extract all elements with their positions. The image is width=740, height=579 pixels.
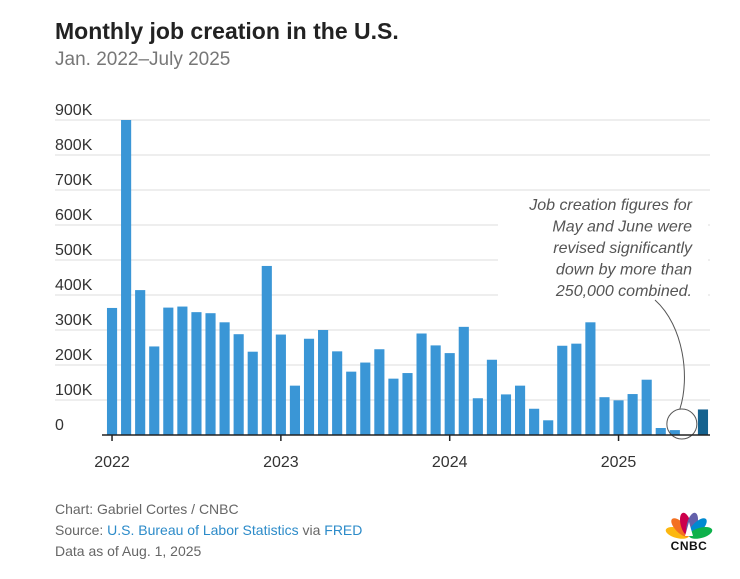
annotation-text-line: 250,000 combined. (555, 283, 692, 300)
annotation: Job creation figures for May and June wer… (498, 192, 708, 440)
cnbc-logo-text: CNBC (670, 539, 708, 553)
x-tick-label: 2025 (601, 454, 637, 471)
bar (318, 330, 329, 435)
bar (486, 359, 497, 435)
peacock-icon (665, 512, 713, 539)
bar (430, 345, 441, 435)
bars (106, 120, 709, 435)
bar (514, 385, 526, 435)
bar (233, 334, 244, 435)
annotation-text-line: down by more than (556, 262, 692, 279)
bar (275, 334, 286, 435)
annotation-leader-line (654, 299, 685, 410)
bar (402, 373, 413, 435)
x-tick-label: 2023 (263, 454, 299, 471)
bar (416, 333, 427, 435)
bar (529, 408, 540, 435)
annotation-background (498, 192, 708, 300)
bar (205, 313, 216, 435)
y-tick-label: 500K (55, 242, 93, 259)
bar (641, 379, 652, 435)
bls-link[interactable]: U.S. Bureau of Labor Statistics (107, 522, 299, 538)
bar (106, 307, 118, 435)
bar (149, 346, 160, 435)
x-tick-label: 2024 (432, 454, 468, 471)
fred-link[interactable]: FRED (324, 522, 363, 538)
source-line: Source: U.S. Bureau of Labor Statistics … (55, 522, 363, 538)
y-tick-label: 300K (55, 312, 93, 329)
annotation-text-line: Job creation figures for (528, 197, 692, 214)
bar (458, 326, 469, 435)
bar (191, 312, 202, 435)
bar (247, 351, 258, 435)
bar (613, 400, 624, 435)
bar (599, 397, 610, 435)
peacock-body (685, 522, 693, 536)
x-axis-ticks: 2022 2023 2024 2025 (94, 435, 636, 471)
bar (219, 322, 230, 435)
bar (289, 385, 301, 435)
bar (697, 409, 709, 435)
y-tick-label: 0 (55, 417, 64, 434)
bar (655, 428, 666, 435)
bar (374, 349, 385, 435)
bar (332, 351, 343, 435)
x-tick-label: 2022 (94, 454, 130, 471)
bar (388, 378, 399, 435)
data-as-of: Data as of Aug. 1, 2025 (55, 543, 202, 559)
peacock-feather (688, 526, 713, 539)
bar (163, 307, 174, 435)
bar (571, 343, 582, 435)
y-tick-label: 200K (55, 347, 93, 364)
bar (627, 394, 638, 435)
bar (346, 371, 357, 435)
chart-subtitle: Jan. 2022–July 2025 (55, 49, 231, 70)
bar-chart: 0 100K 200K 300K 400K 500K 600K 700K 800K 900K 20… (55, 102, 710, 471)
bar (135, 290, 146, 435)
bar (543, 420, 554, 435)
bar (444, 353, 455, 435)
y-tick-label: 700K (55, 172, 93, 189)
bar (669, 430, 680, 435)
chart-title: Monthly job creation in the U.S. (55, 18, 399, 44)
bar (121, 120, 132, 435)
y-tick-label: 600K (55, 207, 93, 224)
annotation-circle (666, 408, 698, 440)
y-tick-label: 900K (55, 102, 93, 119)
bar (177, 306, 188, 435)
bar (585, 322, 596, 435)
chart-credit: Chart: Gabriel Cortes / CNBC (55, 501, 239, 517)
footer: Chart: Gabriel Cortes / CNBC Source: U.S… (55, 499, 362, 562)
bar (261, 265, 272, 435)
annotation-text-line: May and June were (552, 219, 692, 236)
annotation-text-line: revised significantly (553, 240, 693, 257)
bar (303, 338, 315, 435)
bar (557, 345, 568, 435)
y-tick-label: 100K (55, 382, 93, 399)
y-tick-label: 400K (55, 277, 93, 294)
cnbc-logo: CNBC (664, 508, 720, 553)
bar (360, 362, 371, 435)
bar (472, 398, 483, 435)
bar (500, 394, 512, 435)
y-tick-label: 800K (55, 137, 93, 154)
y-axis-labels: 0 100K 200K 300K 400K 500K 600K 700K 800K 900K (55, 102, 93, 434)
